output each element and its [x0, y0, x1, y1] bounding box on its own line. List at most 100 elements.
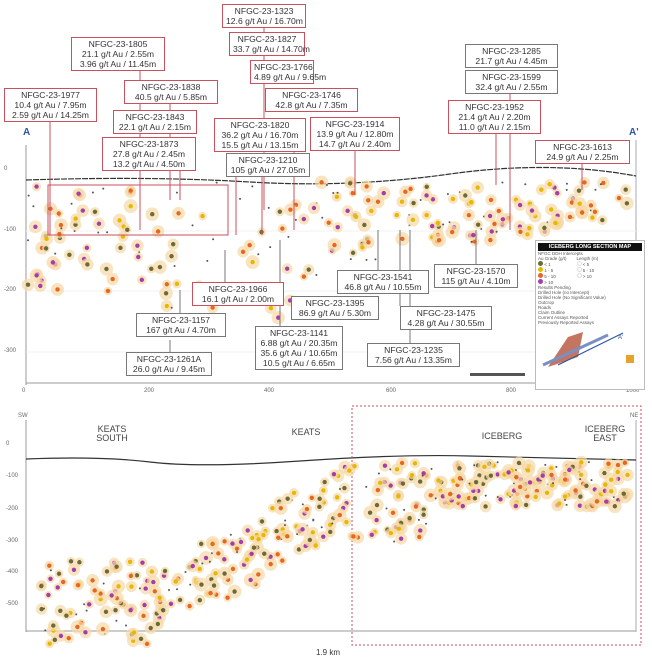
intercept-dot: [47, 563, 52, 568]
intercept-dot: [562, 477, 568, 482]
intercept-dot: [80, 208, 86, 213]
grade-swatch-icon: [538, 267, 543, 272]
intercept-dot: [517, 202, 523, 208]
intercept-dot: [594, 188, 597, 191]
callout-hole-id: NFGC-23-1141: [269, 328, 329, 338]
legend-length: 5 - 10: [582, 268, 595, 273]
callout-hole-id: NFGC-23-1475: [416, 308, 476, 318]
callout-nfgc-23-1966: NFGC-23-1966 16.1 g/t Au / 2.00m: [192, 282, 284, 306]
intercept-dot: [457, 466, 462, 471]
callout-intercept: 46.8 g/t Au / 10.55m: [344, 282, 422, 292]
callout-hole-id: NFGC-23-1766: [254, 62, 313, 72]
y-tick-label: -100: [4, 227, 17, 233]
intercept-dot: [234, 546, 240, 551]
intercept-dot: [471, 232, 476, 238]
callout-intercept: 4.89 g/t Au / 9.65m: [254, 72, 327, 82]
callout-hole-id: NFGC-23-1838: [141, 82, 201, 92]
intercept-dot: [349, 258, 352, 261]
intercept-dot: [564, 499, 567, 502]
intercept-dot: [25, 282, 31, 287]
intercept-dot: [525, 232, 530, 237]
intercept-dot: [92, 588, 97, 593]
intercept-dot: [328, 529, 333, 535]
callout-intercept: 36.2 g/t Au / 16.70m: [221, 130, 299, 140]
intercept-dot: [488, 197, 494, 203]
callout-nfgc-23-1395: NFGC-23-1395 86.9 g/t Au / 5.30m: [291, 296, 379, 320]
intercept-dot: [33, 224, 38, 230]
intercept-dot: [105, 288, 111, 294]
length-swatch-icon: [576, 267, 582, 272]
intercept-dot: [321, 534, 326, 539]
intercept-dot: [344, 519, 349, 525]
intercept-dot: [463, 193, 468, 198]
intercept-dot: [83, 630, 88, 635]
intercept-dot: [578, 494, 583, 499]
intercept-dot: [345, 208, 350, 214]
intercept-dot: [449, 229, 455, 235]
intercept-dot: [203, 555, 209, 561]
intercept-dot: [160, 608, 163, 611]
callout-intercept: 21.4 g/t Au / 2.20m: [458, 112, 531, 122]
intercept-dot: [550, 483, 555, 488]
intercept-dot: [71, 567, 77, 572]
intercept-dot: [496, 495, 499, 498]
y-tick-label: -500: [6, 601, 19, 607]
intercept-dot: [98, 591, 103, 596]
intercept-dot: [115, 619, 118, 622]
intercept-dot: [117, 218, 122, 223]
intercept-dot: [124, 624, 127, 627]
intercept-dot: [70, 202, 73, 205]
callout-hole-id: NFGC-23-1570: [446, 266, 506, 276]
intercept-dot: [143, 586, 148, 591]
callout-hole-id: NFGC-23-1820: [230, 120, 290, 130]
intercept-dot: [128, 203, 133, 209]
intercept-dot: [539, 187, 544, 192]
intercept-dot: [320, 526, 323, 529]
callout-nfgc-23-1977: NFGC-23-1977 10.4 g/t Au / 7.95m 2.59 g/t …: [4, 88, 97, 122]
legend-length: > 10: [582, 274, 592, 279]
intercept-dot: [424, 212, 429, 218]
intercept-dot: [450, 196, 456, 202]
intercept-dot: [364, 184, 369, 189]
callout-intercept: 40.5 g/t Au / 5.85m: [134, 92, 208, 102]
intercept-dot: [142, 602, 147, 608]
intercept-dot: [213, 571, 218, 576]
intercept-dot: [366, 240, 371, 245]
intercept-dot: [109, 593, 114, 598]
callout-hole-id: NFGC-23-1952: [465, 102, 524, 112]
intercept-dot: [211, 583, 217, 588]
callout-hole-id: NFGC-23-1157: [151, 315, 211, 325]
intercept-dot: [262, 551, 267, 556]
intercept-dot: [434, 497, 437, 500]
intercept-dot: [377, 472, 380, 475]
intercept-dot: [86, 602, 92, 607]
intercept-dot: [144, 641, 150, 646]
legend-item: Roads: [538, 305, 552, 310]
intercept-dot: [468, 482, 471, 485]
legend: ICEBERG LONG SECTION MAP NFGC DDH Interc…: [535, 240, 645, 390]
callout-nfgc-23-1820: NFGC-23-1820 36.2 g/t Au / 16.70m 15.5 g/t…: [214, 118, 306, 152]
intercept-dot: [332, 192, 335, 195]
legend-item: Claim Outline: [538, 310, 566, 315]
intercept-dot: [326, 220, 331, 225]
intercept-dot: [407, 516, 412, 521]
legend-item: Drilled Hole (No Significant Value): [538, 295, 606, 300]
intercept-dot: [162, 568, 168, 574]
intercept-dot: [492, 221, 497, 227]
intercept-dot: [424, 522, 427, 525]
intercept-dot: [222, 557, 227, 562]
intercept-dot: [367, 510, 373, 515]
intercept-dot: [27, 239, 30, 242]
intercept-dot: [261, 532, 266, 538]
intercept-dot: [377, 480, 383, 486]
callout-intercept: 3.96 g/t Au / 11.45m: [79, 59, 157, 69]
intercept-dot: [475, 185, 480, 190]
callout-nfgc-23-1843: NFGC-23-1843 22.1 g/t Au / 2.15m: [113, 110, 197, 134]
intercept-dot: [208, 560, 211, 563]
intercept-dot: [125, 227, 130, 233]
intercept-dot: [56, 571, 62, 576]
intercept-dot: [212, 238, 215, 241]
intercept-dot: [460, 503, 465, 509]
intercept-dot: [287, 235, 290, 238]
intercept-dot: [456, 494, 461, 499]
